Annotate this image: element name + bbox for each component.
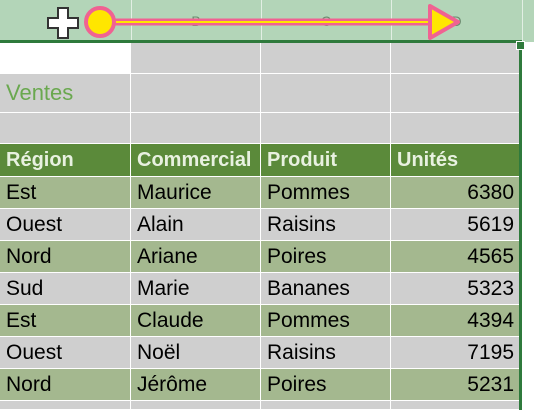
cell-region[interactable]: Est bbox=[0, 177, 131, 208]
cell-commercial[interactable]: Maurice bbox=[131, 177, 261, 208]
table-row: Nord Ariane Poires 4565 bbox=[0, 241, 519, 273]
cell[interactable] bbox=[261, 113, 391, 143]
cell-unites[interactable]: 5619 bbox=[467, 212, 514, 236]
cell[interactable] bbox=[0, 401, 131, 409]
header-cell-commercial[interactable]: Commercial bbox=[131, 144, 261, 176]
cell-commercial[interactable]: Alain bbox=[131, 209, 261, 240]
table-row: Est Claude Pommes 4394 bbox=[0, 305, 519, 337]
cell-produit[interactable]: Raisins bbox=[261, 209, 391, 240]
cell-region[interactable]: Ouest bbox=[0, 337, 131, 368]
cell[interactable] bbox=[391, 401, 519, 409]
cell[interactable] bbox=[131, 401, 261, 409]
cell-region[interactable]: Nord bbox=[0, 241, 131, 272]
cell-unites[interactable]: 7195 bbox=[467, 340, 514, 364]
cell-commercial[interactable]: Ariane bbox=[131, 241, 261, 272]
plus-cursor-icon bbox=[47, 7, 79, 39]
cell[interactable] bbox=[261, 401, 391, 409]
table-row: Est Maurice Pommes 6380 bbox=[0, 177, 519, 209]
cell-commercial[interactable]: Claude bbox=[131, 305, 261, 336]
cell-produit[interactable]: Bananes bbox=[261, 273, 391, 304]
cell[interactable] bbox=[391, 74, 519, 112]
cell-commercial[interactable]: Marie bbox=[131, 273, 261, 304]
header-cell-unites[interactable]: Unités bbox=[397, 148, 459, 171]
cell-region[interactable]: Sud bbox=[0, 273, 131, 304]
cell[interactable] bbox=[0, 43, 131, 73]
table-row: Ventes bbox=[0, 74, 519, 113]
cell-produit[interactable]: Poires bbox=[261, 369, 391, 400]
cell-produit[interactable]: Pommes bbox=[261, 305, 391, 336]
table-row bbox=[0, 113, 519, 144]
header-cell-produit[interactable]: Produit bbox=[261, 144, 391, 176]
cell-produit[interactable]: Pommes bbox=[261, 177, 391, 208]
spreadsheet-grid: Ventes Région Commercial Produit Unités … bbox=[0, 43, 519, 410]
cell-region[interactable]: Nord bbox=[0, 369, 131, 400]
cell[interactable] bbox=[391, 113, 519, 143]
sheet-title-cell[interactable]: Ventes bbox=[0, 74, 131, 112]
table-row: Sud Marie Bananes 5323 bbox=[0, 273, 519, 305]
drag-arrow-icon bbox=[84, 4, 460, 40]
cell-produit[interactable]: Raisins bbox=[261, 337, 391, 368]
table-row bbox=[0, 43, 519, 74]
cell-commercial[interactable]: Noël bbox=[131, 337, 261, 368]
cell-unites[interactable]: 6380 bbox=[467, 180, 514, 204]
table-row bbox=[0, 401, 519, 410]
table-row: Ouest Alain Raisins 5619 bbox=[0, 209, 519, 241]
cell[interactable] bbox=[0, 113, 131, 143]
fill-handle[interactable] bbox=[516, 41, 525, 50]
cell[interactable] bbox=[131, 74, 261, 112]
cell-region[interactable]: Est bbox=[0, 305, 131, 336]
table-row: Ouest Noël Raisins 7195 bbox=[0, 337, 519, 369]
cell[interactable] bbox=[131, 113, 261, 143]
cell-produit[interactable]: Poires bbox=[261, 241, 391, 272]
table-row: Nord Jérôme Poires 5231 bbox=[0, 369, 519, 401]
cell-unites[interactable]: 4394 bbox=[467, 308, 514, 332]
header-cell-region[interactable]: Région bbox=[0, 144, 131, 176]
cell[interactable] bbox=[261, 74, 391, 112]
cell-unites[interactable]: 5231 bbox=[467, 372, 514, 396]
cell-commercial[interactable]: Jérôme bbox=[131, 369, 261, 400]
table-header-row: Région Commercial Produit Unités bbox=[0, 144, 519, 177]
cell[interactable] bbox=[131, 43, 261, 73]
cell-unites[interactable]: 5323 bbox=[467, 276, 514, 300]
cell-region[interactable]: Ouest bbox=[0, 209, 131, 240]
cell[interactable] bbox=[261, 43, 391, 73]
cell-unites[interactable]: 4565 bbox=[467, 244, 514, 268]
